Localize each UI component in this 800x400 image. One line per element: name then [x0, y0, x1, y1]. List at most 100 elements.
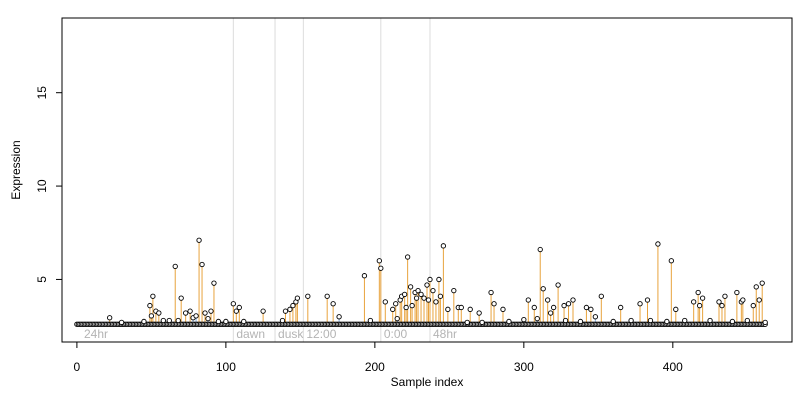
spike-point-48 — [430, 287, 436, 294]
spike-point-88 — [722, 293, 728, 299]
spike-point-20 — [287, 306, 293, 312]
spike-point-60 — [491, 301, 497, 307]
spike-point-19 — [282, 308, 289, 314]
spike-point-38 — [407, 284, 414, 290]
spike-point-42 — [415, 287, 421, 294]
spike-point-51 — [437, 293, 444, 299]
spike-point-74 — [588, 306, 594, 312]
reference-label-3: 0:00 — [384, 327, 408, 341]
reference-labels: dawn dusk 12:00 0:00 48hr — [236, 327, 457, 341]
low-point-2 — [160, 317, 166, 324]
spike-point-76 — [618, 304, 624, 311]
spike-point-21 — [290, 302, 296, 309]
spike-point-0 — [107, 315, 113, 321]
spike-point-36 — [403, 304, 409, 311]
spike-point-39 — [409, 302, 415, 309]
spike-point-95 — [759, 280, 765, 286]
spike-point-87 — [719, 302, 725, 309]
low-point-8 — [215, 318, 222, 325]
data-points — [74, 237, 768, 327]
low-point-25 — [647, 317, 654, 324]
spike-point-8 — [183, 310, 189, 316]
low-point-7 — [205, 316, 211, 322]
low-point-19 — [534, 316, 540, 322]
spike-point-29 — [378, 265, 384, 271]
spike-point-63 — [531, 304, 537, 311]
spike-point-26 — [330, 301, 336, 307]
spike-point-45 — [424, 282, 430, 288]
spike-point-53 — [445, 306, 451, 312]
spike-point-73 — [583, 304, 590, 311]
spike-point-5 — [156, 310, 162, 316]
spike-point-91 — [740, 297, 746, 303]
spike-point-44 — [421, 295, 427, 301]
low-point-12 — [336, 314, 342, 320]
low-point-10 — [241, 318, 247, 325]
spike-point-85 — [699, 295, 706, 301]
spike-lines — [109, 240, 763, 325]
spike-point-75 — [598, 293, 604, 299]
spike-point-37 — [404, 254, 411, 260]
spike-point-80 — [668, 258, 674, 264]
spike-point-16 — [233, 308, 239, 314]
corner-label-24hr: 24hr — [84, 327, 108, 341]
low-point-15 — [464, 319, 470, 326]
spike-point-59 — [488, 289, 494, 296]
spike-point-30 — [382, 299, 388, 305]
reference-label-1: dusk — [278, 327, 304, 341]
y-tick-label-10: 10 — [35, 179, 49, 193]
reference-label-4: 48hr — [433, 327, 457, 341]
spike-point-69 — [555, 282, 561, 288]
spike-point-68 — [550, 304, 557, 311]
low-point-29 — [729, 318, 736, 325]
spike-point-84 — [696, 302, 703, 309]
spike-point-50 — [436, 276, 442, 283]
spike-point-94 — [756, 297, 762, 303]
spike-point-79 — [655, 241, 661, 247]
low-point-30 — [744, 317, 750, 324]
spike-point-41 — [413, 295, 420, 301]
low-point-21 — [577, 318, 584, 325]
x-tick-label-200: 200 — [365, 360, 385, 374]
spike-point-12 — [202, 310, 208, 316]
low-point-24 — [628, 317, 634, 324]
low-point-9 — [223, 318, 229, 325]
spike-point-23 — [294, 295, 301, 301]
x-tick-label-0: 0 — [74, 360, 81, 374]
low-point-23 — [610, 318, 616, 325]
x-axis: 0 100 200 300 400 — [74, 341, 683, 374]
spike-point-24 — [305, 293, 311, 299]
spike-point-57 — [467, 306, 473, 312]
spike-point-65 — [540, 286, 546, 292]
spike-point-27 — [361, 273, 368, 279]
spike-point-15 — [230, 301, 236, 307]
spike-point-58 — [476, 310, 482, 316]
spike-point-18 — [260, 308, 266, 314]
low-point-14 — [394, 316, 400, 322]
low-point-27 — [682, 317, 688, 324]
spike-point-25 — [324, 293, 330, 299]
spike-point-1 — [147, 302, 153, 309]
low-point-31 — [762, 319, 768, 326]
spike-point-28 — [376, 258, 382, 264]
spike-point-89 — [734, 289, 740, 296]
low-point-26 — [664, 318, 670, 325]
spike-point-13 — [208, 308, 214, 314]
low-point-6 — [193, 313, 199, 319]
spike-point-72 — [570, 297, 576, 303]
spike-point-7 — [178, 295, 184, 301]
reference-label-2: 12:00 — [306, 327, 336, 341]
spike-point-77 — [637, 301, 643, 307]
spike-point-6 — [172, 263, 178, 270]
low-point-18 — [521, 316, 527, 323]
spike-point-66 — [545, 297, 551, 303]
low-point-22 — [592, 314, 598, 320]
spike-point-64 — [537, 246, 543, 253]
low-point-0 — [118, 319, 125, 326]
low-point-11 — [279, 317, 286, 324]
spike-point-49 — [433, 299, 439, 305]
spike-point-31 — [390, 306, 396, 312]
reference-label-0: dawn — [236, 327, 265, 341]
spike-point-11 — [199, 261, 205, 268]
